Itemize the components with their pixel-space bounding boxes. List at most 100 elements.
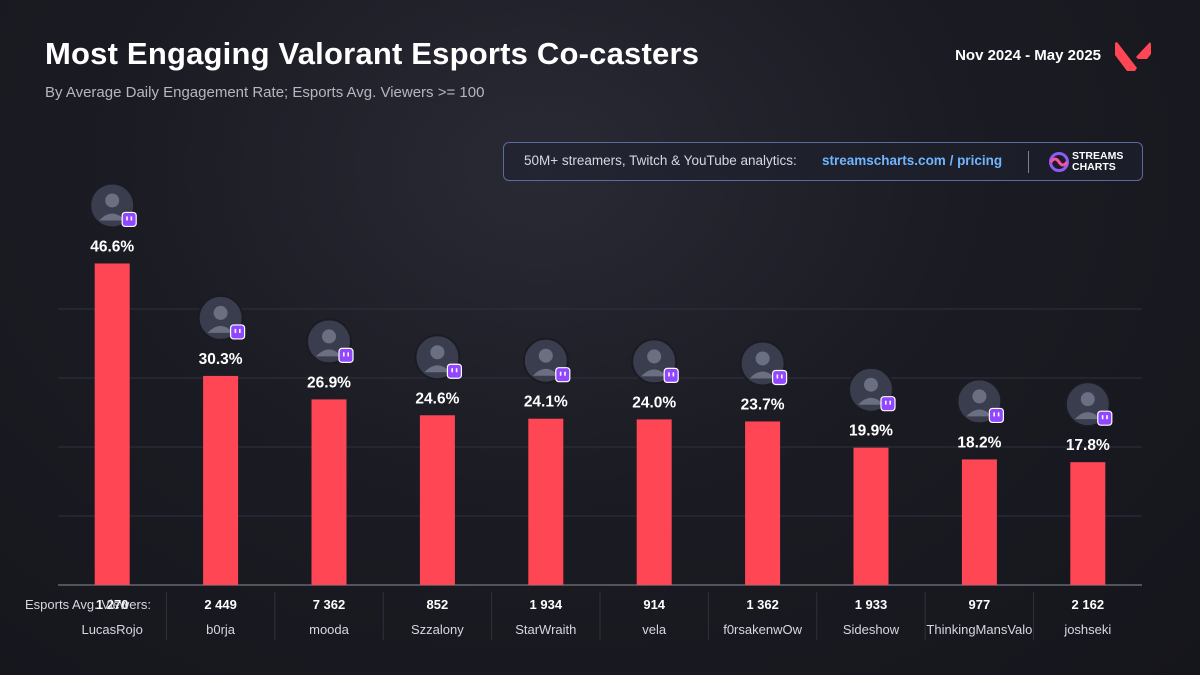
avatar-head	[322, 329, 336, 344]
brand-name: STREAMS CHARTS	[1072, 151, 1123, 173]
promo-text: 50M+ streamers, Twitch & YouTube analyti…	[524, 153, 797, 168]
avatar-shoulders	[532, 368, 559, 376]
twitch-icon-eye	[1106, 415, 1108, 420]
bar	[745, 421, 781, 585]
value-label: 19.9%	[849, 423, 893, 440]
brand-line-2: CHARTS	[1072, 161, 1116, 173]
bar	[94, 263, 130, 585]
viewers-row-label: Esports Avg. Viewers:	[25, 597, 151, 612]
avatar-shoulders	[641, 369, 668, 377]
viewers-value: 977	[969, 597, 991, 612]
twitch-icon-eye	[885, 400, 887, 405]
avatar-head	[1080, 392, 1095, 407]
category-label: mooda	[309, 622, 350, 637]
category-label: ThinkingMansValo	[926, 622, 1032, 637]
bar	[528, 418, 564, 585]
category-label: Sideshow	[843, 622, 900, 637]
avatar-head	[105, 193, 120, 208]
avatar-head	[538, 348, 553, 363]
viewers-value: 1 270	[96, 597, 129, 612]
bar	[636, 419, 672, 585]
avatar-shoulders	[858, 397, 884, 405]
twitch-icon-eye	[776, 374, 779, 379]
category-label: LucasRojo	[81, 622, 142, 637]
twitch-icon-eye	[997, 412, 1000, 417]
twitch-icon	[663, 367, 679, 383]
twitch-icon	[446, 363, 462, 379]
bar	[311, 399, 347, 585]
category-label: joshseki	[1063, 622, 1111, 637]
twitch-icon-eye	[672, 372, 675, 377]
twitch-icon-eye	[1101, 415, 1104, 420]
avatar-shoulders	[1074, 412, 1101, 420]
page-subtitle: By Average Daily Engagement Rate; Esport…	[45, 84, 485, 101]
twitch-icon	[230, 324, 246, 340]
value-label: 46.6%	[90, 238, 134, 255]
category-label: f0rsakenwOw	[723, 622, 802, 637]
viewers-value: 1 362	[746, 597, 779, 612]
streams-charts-logo-icon	[1049, 152, 1069, 172]
promo-link[interactable]: streamscharts.com / pricing	[822, 153, 1003, 168]
bar	[961, 459, 997, 585]
twitch-icon-eye	[993, 412, 995, 417]
viewers-value: 1 933	[855, 597, 888, 612]
viewers-value: 1 934	[530, 597, 563, 612]
twitch-icon-eye	[126, 216, 128, 221]
twitch-icon	[880, 396, 896, 412]
bar	[203, 375, 239, 585]
avatar-shoulders	[316, 349, 342, 357]
avatar-head	[213, 305, 228, 320]
avatar-head	[430, 345, 445, 360]
avatar-head	[647, 349, 662, 364]
viewers-value: 852	[427, 597, 449, 612]
category-label: b0rja	[206, 622, 236, 637]
twitch-icon	[988, 407, 1005, 424]
value-label: 17.8%	[1066, 437, 1110, 454]
twitch-icon-eye	[239, 328, 241, 333]
bar	[1070, 462, 1106, 585]
value-label: 30.3%	[199, 351, 243, 368]
viewers-value: 2 449	[204, 597, 237, 612]
twitch-icon	[555, 367, 571, 383]
bar	[853, 447, 889, 585]
avatar-shoulders	[207, 325, 234, 333]
date-range: Nov 2024 - May 2025	[955, 47, 1101, 64]
twitch-icon-eye	[455, 368, 458, 373]
viewers-value: 914	[643, 597, 665, 612]
page-title: Most Engaging Valorant Esports Co-caster…	[45, 36, 700, 71]
twitch-icon-eye	[564, 371, 566, 376]
twitch-icon-eye	[343, 352, 345, 357]
value-label: 24.1%	[524, 394, 568, 411]
twitch-icon-eye	[889, 400, 891, 405]
avatar-head	[755, 351, 770, 366]
promo-banner[interactable]: 50M+ streamers, Twitch & YouTube analyti…	[503, 142, 1143, 181]
category-label: StarWraith	[515, 622, 576, 637]
twitch-icon-eye	[781, 374, 783, 379]
twitch-icon-eye	[347, 352, 349, 357]
avatar-shoulders	[966, 409, 993, 417]
twitch-icon	[338, 347, 354, 363]
twitch-icon-eye	[559, 371, 562, 376]
twitch-icon	[121, 211, 137, 228]
avatar-head	[864, 377, 878, 392]
valorant-logo-icon	[1115, 42, 1151, 71]
twitch-icon	[771, 369, 788, 386]
avatar-shoulders	[424, 365, 451, 373]
value-label: 24.6%	[415, 390, 459, 407]
value-label: 26.9%	[307, 374, 351, 391]
avatar-shoulders	[749, 371, 776, 379]
viewers-value: 2 162	[1072, 597, 1105, 612]
value-label: 18.2%	[957, 434, 1001, 451]
bar	[419, 415, 455, 585]
viewers-value: 7 362	[313, 597, 346, 612]
value-label: 23.7%	[741, 396, 785, 413]
twitch-icon-eye	[451, 368, 453, 373]
promo-divider	[1028, 151, 1029, 173]
twitch-icon	[1097, 410, 1113, 426]
avatar-shoulders	[99, 213, 126, 221]
twitch-icon-eye	[234, 328, 237, 333]
category-label: vela	[642, 622, 667, 637]
category-label: Szzalony	[411, 622, 464, 637]
value-label: 24.0%	[632, 394, 676, 411]
